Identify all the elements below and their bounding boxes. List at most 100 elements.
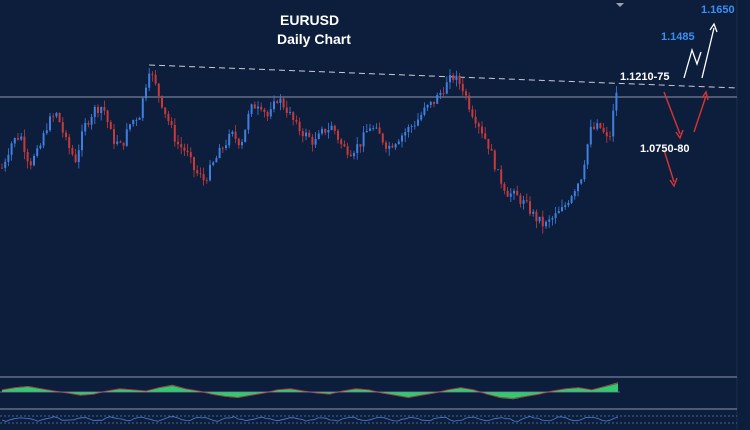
- candle-body: [500, 169, 502, 183]
- candle-body: [30, 161, 32, 165]
- candle-body: [14, 138, 16, 143]
- candle-body: [606, 132, 608, 136]
- candle-body: [615, 93, 617, 111]
- candle-body: [503, 184, 505, 191]
- candle-body: [46, 130, 48, 133]
- candle-body: [276, 101, 278, 103]
- candle-body: [33, 156, 35, 165]
- candle-body: [478, 123, 480, 126]
- candle-body: [11, 143, 13, 154]
- candle-body: [321, 129, 323, 134]
- candle-body: [375, 128, 377, 129]
- candle-body: [462, 84, 464, 91]
- candle-body: [158, 84, 160, 96]
- candle-body: [542, 217, 544, 226]
- candle-body: [609, 136, 611, 137]
- candle-body: [516, 191, 518, 196]
- candle-body: [100, 107, 102, 113]
- candle-body: [529, 201, 531, 214]
- candle-body: [455, 76, 457, 80]
- candle-body: [36, 148, 38, 156]
- candle-body: [17, 138, 19, 139]
- chart-subtitle: Daily Chart: [277, 31, 351, 47]
- candle-body: [180, 144, 182, 147]
- candle-body: [366, 131, 368, 132]
- candle-body: [417, 120, 419, 126]
- candle-body: [71, 148, 73, 154]
- candle-body: [401, 135, 403, 141]
- candle-body: [87, 123, 89, 125]
- candle-body: [567, 203, 569, 205]
- candle-body: [283, 98, 285, 107]
- candle-body: [97, 107, 99, 113]
- candle-body: [475, 117, 477, 124]
- candle-body: [228, 134, 230, 145]
- candle-body: [212, 162, 214, 165]
- candle-body: [132, 120, 134, 124]
- candle-body: [43, 133, 45, 145]
- candle-body: [311, 137, 313, 145]
- candle-body: [164, 108, 166, 114]
- candle-body: [548, 219, 550, 221]
- candle-body: [260, 107, 262, 110]
- candle-body: [193, 157, 195, 170]
- candle-body: [4, 162, 6, 168]
- candle-body: [532, 212, 534, 214]
- candle-body: [526, 200, 528, 201]
- candle-body: [379, 128, 381, 134]
- candle-body: [187, 151, 189, 152]
- candle-body: [555, 213, 557, 218]
- candle-body: [107, 111, 109, 122]
- candle-body: [407, 127, 409, 132]
- candle-body: [571, 196, 573, 203]
- candle-body: [151, 74, 153, 75]
- target-2-label: 1.1650: [701, 4, 735, 16]
- candle-body: [423, 108, 425, 115]
- candle-body: [81, 131, 83, 150]
- candle-body: [587, 144, 589, 164]
- candle-body: [167, 114, 169, 121]
- candle-body: [471, 109, 473, 116]
- candle-body: [388, 146, 390, 149]
- candle-body: [119, 142, 121, 143]
- target-1-label: 1.1485: [661, 31, 695, 43]
- candle-body: [295, 120, 297, 122]
- candle-body: [465, 91, 467, 95]
- candle-body: [334, 126, 336, 131]
- candle-body: [215, 158, 217, 162]
- candle-body: [443, 93, 445, 94]
- candle-body: [222, 148, 224, 149]
- candle-body: [353, 153, 355, 156]
- candle-body: [337, 131, 339, 140]
- candle-body: [209, 165, 211, 181]
- candle-body: [430, 102, 432, 105]
- candle-body: [395, 144, 397, 147]
- candle-body: [331, 126, 333, 130]
- candle-body: [385, 142, 387, 148]
- candle-body: [225, 145, 227, 148]
- candle-body: [468, 96, 470, 110]
- candle-body: [206, 180, 208, 181]
- candle-body: [177, 142, 179, 144]
- candle-body: [603, 128, 605, 132]
- candle-body: [75, 154, 77, 162]
- candle-body: [139, 118, 141, 120]
- candle-body: [305, 133, 307, 137]
- candle-body: [369, 129, 371, 131]
- candle-body: [116, 142, 118, 144]
- candle-body: [433, 102, 435, 104]
- candle-body: [190, 152, 192, 157]
- candle-body: [343, 144, 345, 146]
- candle-body: [142, 98, 144, 118]
- candle-body: [171, 121, 173, 125]
- candle-body: [411, 126, 413, 127]
- candle-body: [523, 200, 525, 204]
- candle-body: [27, 152, 29, 161]
- candle-body: [315, 139, 317, 145]
- candle-body: [161, 96, 163, 108]
- candle-body: [420, 115, 422, 120]
- candle-body: [94, 107, 96, 117]
- candle-body: [564, 205, 566, 207]
- candle-body: [1, 168, 3, 169]
- candle-body: [583, 165, 585, 180]
